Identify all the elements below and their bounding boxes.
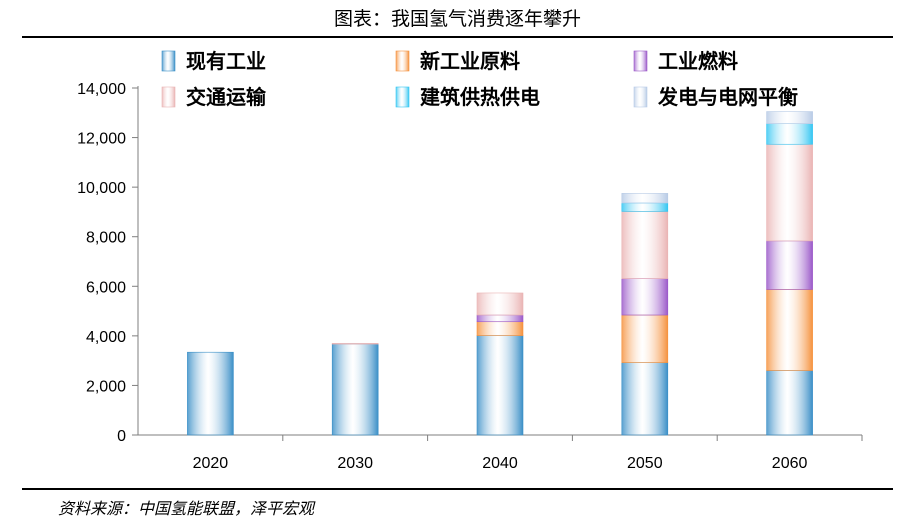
bar-segment <box>766 143 813 242</box>
y-tick-label: 2,000 <box>86 378 126 395</box>
x-tick-label: 2050 <box>627 455 663 472</box>
bar-segment <box>766 240 813 290</box>
bar-segment <box>621 314 669 363</box>
y-tick-label: 14,000 <box>77 81 126 98</box>
legend-label: 现有工业 <box>186 49 266 73</box>
bar-segment <box>621 211 669 279</box>
bar-segment <box>476 314 524 323</box>
legend-swatch <box>161 50 176 72</box>
bar-segment <box>766 370 813 436</box>
x-tick-label: 2040 <box>482 455 518 472</box>
legend-swatch <box>395 50 410 72</box>
bar-segment <box>476 321 524 336</box>
legend-label: 交通运输 <box>186 85 267 109</box>
bar-segment <box>621 362 669 436</box>
bottom-rule <box>22 488 893 490</box>
y-tick-label: 12,000 <box>77 131 126 148</box>
bar-segment <box>621 202 669 212</box>
bar-segment <box>476 292 524 316</box>
bar-segment <box>476 335 524 436</box>
bar-segment <box>621 278 669 316</box>
legend-label: 工业燃料 <box>658 49 738 73</box>
source-note: 资料来源：中国氢能联盟，泽平宏观 <box>58 499 315 518</box>
top-rule <box>22 36 893 38</box>
x-tick-label: 2030 <box>337 455 373 472</box>
bar-segment <box>766 289 813 371</box>
legend-swatch <box>633 50 648 72</box>
x-tick-label: 2060 <box>772 455 808 472</box>
legend-swatch <box>161 86 176 108</box>
y-tick-label: 10,000 <box>77 180 126 197</box>
bar-segment <box>331 343 379 436</box>
legend-label: 发电与电网平衡 <box>657 85 798 109</box>
y-tick-label: 4,000 <box>86 329 126 346</box>
x-tick-label: 2020 <box>193 455 229 472</box>
bar-segment <box>331 342 379 345</box>
legend-swatch <box>633 86 648 108</box>
chart-title: 图表：我国氢气消费逐年攀升 <box>333 8 581 30</box>
bar-segment <box>621 193 669 204</box>
bar-segment <box>766 123 813 145</box>
y-tick-label: 6,000 <box>86 279 126 296</box>
legend-label: 建筑供热供电 <box>420 85 540 109</box>
bar-segment <box>187 351 234 436</box>
legend-swatch <box>395 86 410 108</box>
y-tick-label: 0 <box>117 428 126 445</box>
bar-segment <box>766 111 813 124</box>
y-tick-label: 8,000 <box>86 230 126 247</box>
legend-label: 新工业原料 <box>420 49 520 73</box>
